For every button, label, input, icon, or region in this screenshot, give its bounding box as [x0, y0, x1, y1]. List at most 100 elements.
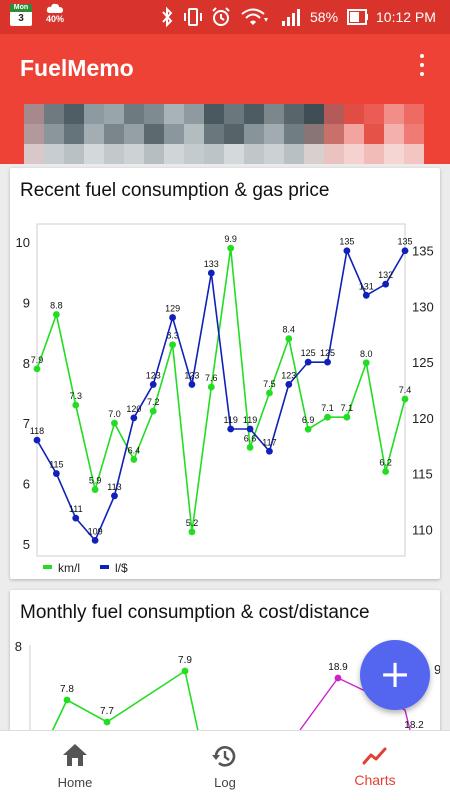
nav-charts-label: Charts — [354, 772, 396, 788]
data-point — [207, 269, 215, 277]
data-point — [382, 280, 390, 288]
data-label: 6.4 — [128, 445, 141, 455]
data-label: 123 — [281, 370, 296, 380]
data-label: 7.5 — [263, 379, 276, 389]
data-label: 117 — [262, 437, 276, 447]
data-label: 109 — [88, 526, 103, 536]
data-point — [304, 425, 312, 433]
chart-icon — [362, 747, 387, 765]
data-point — [91, 486, 99, 493]
data-label: 9.9 — [224, 234, 237, 244]
data-label: 125 — [320, 348, 335, 358]
data-point — [343, 247, 351, 255]
data-label: 7.0 — [108, 409, 121, 419]
data-point — [111, 492, 118, 500]
y-right-tick-label: 125 — [412, 355, 434, 370]
calendar-icon: Mon 3 — [10, 4, 32, 26]
y-left-tick-label: 10 — [16, 235, 30, 250]
data-label: 133 — [204, 259, 219, 269]
nav-home[interactable]: Home — [0, 731, 150, 800]
data-label: 7.7 — [100, 706, 114, 717]
data-label: 7.1 — [321, 403, 334, 413]
data-label: 129 — [165, 304, 180, 314]
data-point — [130, 414, 138, 422]
clock: 10:12 PM — [376, 9, 436, 25]
data-point — [246, 443, 254, 451]
data-label: 8.8 — [50, 301, 63, 311]
data-label: 7.3 — [69, 391, 82, 401]
data-point — [285, 335, 293, 343]
nav-log-label: Log — [214, 775, 236, 790]
data-label: 115 — [49, 460, 63, 470]
y-right-tick-label: 130 — [412, 299, 434, 314]
data-label: 8.0 — [360, 349, 373, 359]
nav-charts[interactable]: Charts — [300, 731, 450, 800]
battery-icon — [347, 9, 368, 25]
y-left-tick-label: 8 — [15, 639, 22, 654]
data-label: 18.2 — [404, 720, 424, 731]
data-label: 6.6 — [244, 433, 257, 443]
recent-chart-card: Recent fuel consumption & gas price 5 6 7 8… — [10, 168, 440, 579]
status-bar: Mon 3 40% — [0, 0, 450, 34]
y-right-tick-label: 115 — [412, 467, 433, 482]
data-label: 123 — [146, 370, 161, 380]
data-label: 7.4 — [399, 385, 412, 395]
weather-indicator: 40% — [42, 3, 68, 24]
data-label: 131 — [359, 281, 374, 291]
monthly-chart-title: Monthly fuel consumption & cost/distance — [20, 602, 370, 623]
data-label: 18.9 — [328, 662, 348, 673]
data-point — [103, 718, 111, 726]
plot-frame — [36, 223, 406, 557]
alarm-icon — [212, 7, 230, 26]
y-left-tick-label: 6 — [23, 477, 30, 492]
y-right-tick-label: 9 — [434, 662, 440, 677]
cloud-icon — [46, 3, 63, 13]
data-point — [362, 291, 370, 299]
data-point — [227, 425, 235, 433]
data-label: 7.9 — [178, 655, 192, 666]
redacted-area — [24, 104, 424, 164]
more-vert-icon[interactable] — [412, 52, 432, 80]
data-point — [382, 468, 390, 475]
data-point — [169, 341, 176, 349]
data-label: 8.4 — [283, 325, 296, 335]
data-point — [33, 365, 41, 373]
data-label: 135 — [339, 237, 354, 247]
data-point — [266, 389, 273, 397]
nav-log[interactable]: Log — [150, 731, 300, 800]
legend-swatch — [43, 565, 52, 569]
data-label: 8.3 — [166, 331, 179, 341]
data-point — [334, 674, 342, 682]
y-right-tick-label: 110 — [412, 522, 433, 537]
data-point — [285, 381, 293, 388]
add-icon: + — [379, 652, 411, 696]
y-left-tick-label: 7 — [23, 416, 30, 431]
data-point — [324, 358, 331, 366]
data-point — [207, 383, 215, 391]
recent-chart-title: Recent fuel consumption & gas price — [20, 180, 330, 201]
calendar-date: 3 — [18, 13, 24, 24]
y-right-tick-label: 120 — [412, 411, 434, 426]
data-label: 132 — [378, 270, 393, 280]
data-point — [304, 358, 312, 366]
data-label: 119 — [224, 415, 238, 425]
vibrate-icon — [184, 8, 202, 26]
data-point — [401, 395, 409, 403]
data-point — [401, 247, 409, 255]
data-point — [343, 413, 351, 421]
data-point — [181, 667, 189, 675]
data-label: 6.2 — [379, 457, 392, 467]
legend-swatch — [100, 565, 109, 569]
data-point — [52, 470, 60, 477]
app-title: FuelMemo — [20, 55, 134, 81]
data-label: 7.6 — [205, 373, 218, 383]
data-point — [149, 381, 157, 388]
data-label: 5.2 — [186, 518, 199, 528]
data-point — [72, 514, 80, 522]
legend-label: km/l — [58, 561, 80, 575]
data-label: 7.1 — [341, 403, 354, 413]
data-point — [188, 528, 196, 536]
data-label: 135 — [397, 237, 412, 247]
data-point — [111, 419, 118, 427]
add-entry-button[interactable]: + — [360, 640, 430, 710]
